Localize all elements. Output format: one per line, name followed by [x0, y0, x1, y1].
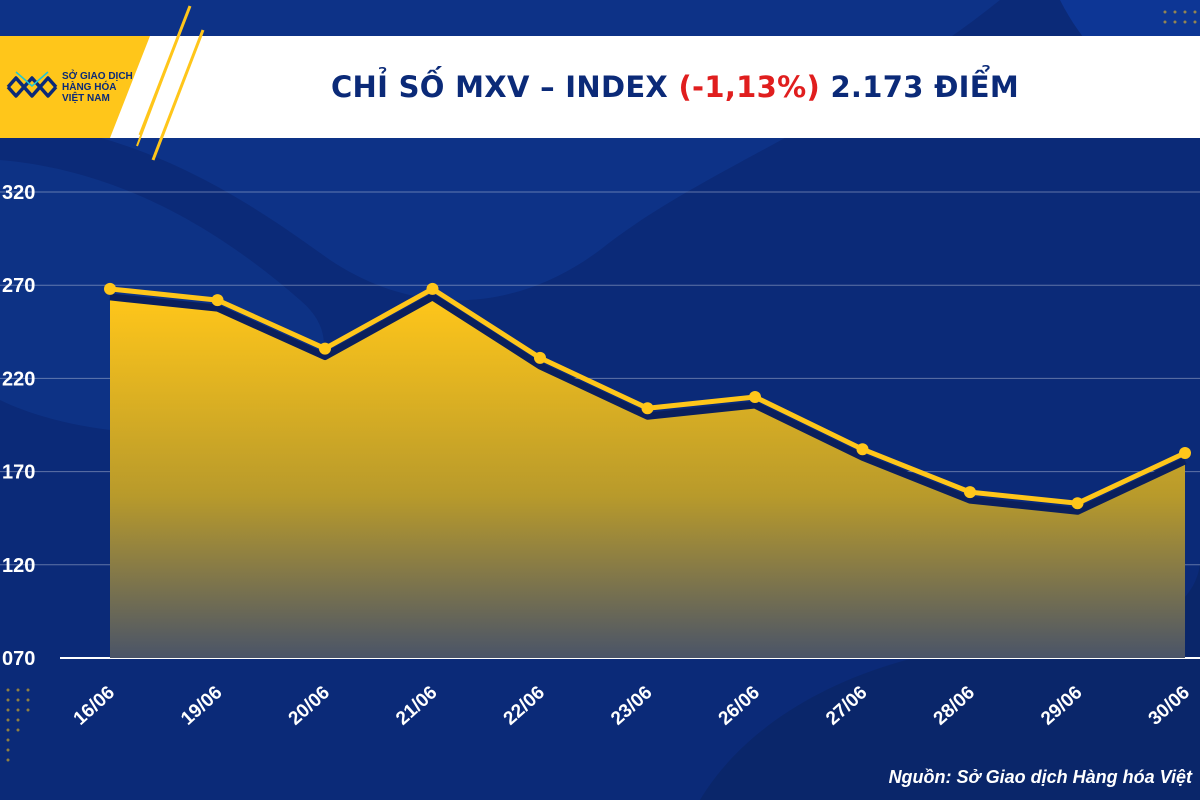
- logo-text: SỞ GIAO DỊCH HÀNG HÓA VIỆT NAM: [62, 71, 133, 104]
- x-tick-label: 21/06: [392, 682, 441, 729]
- x-tick-label: 22/06: [500, 682, 549, 729]
- logo-icon: [6, 71, 58, 98]
- data-point: [211, 294, 224, 307]
- y-tick-label: 220: [2, 368, 35, 390]
- x-tick-label: 27/06: [822, 682, 871, 729]
- x-tick-label: 19/06: [177, 682, 226, 729]
- data-point: [749, 391, 761, 404]
- y-tick-label: 120: [2, 555, 35, 577]
- logo-background: [0, 36, 150, 138]
- chart-title: CHỈ SỐ MXV – INDEX (-1,13%) 2.173 ĐIỂM: [150, 36, 1200, 138]
- series-line-shadow: [109, 293, 1187, 515]
- source-note: Nguồn: Sở Giao dịch Hàng hóa Việt: [888, 767, 1192, 787]
- x-tick-label: 16/06: [70, 682, 119, 729]
- data-point: [104, 282, 116, 295]
- data-point: [426, 282, 439, 295]
- title-suffix: 2.173 ĐIỂM: [820, 70, 1020, 104]
- data-point: [319, 342, 331, 355]
- y-tick-label: 170: [2, 462, 35, 484]
- data-point: [1179, 446, 1191, 459]
- logo-accent-lines: [136, 5, 205, 161]
- logo-line-1: SỞ GIAO DỊCH: [62, 71, 133, 82]
- header-band: [0, 36, 1200, 138]
- x-tick-label: 23/06: [607, 682, 656, 729]
- y-tick-label: 320: [2, 182, 35, 204]
- series-area: [110, 298, 1185, 658]
- x-tick-label: 20/06: [285, 682, 334, 729]
- data-point: [1071, 497, 1084, 510]
- y-tick-label: 270: [2, 275, 35, 297]
- y-tick-label: 070: [2, 648, 35, 670]
- data-point: [534, 351, 546, 364]
- x-tick-label: 29/06: [1037, 682, 1086, 729]
- logo-line-3: VIỆT NAM: [62, 93, 110, 104]
- logo-line-2: HÀNG HÓA: [62, 82, 117, 93]
- x-tick-label: 30/06: [1145, 682, 1194, 729]
- data-point: [641, 402, 654, 415]
- title-change: (-1,13%): [678, 70, 821, 104]
- x-tick-label: 28/06: [930, 682, 979, 729]
- data-point: [964, 486, 976, 499]
- title-prefix: CHỈ SỐ MXV – INDEX: [330, 70, 679, 104]
- data-point: [856, 443, 869, 456]
- x-tick-label: 26/06: [715, 682, 764, 729]
